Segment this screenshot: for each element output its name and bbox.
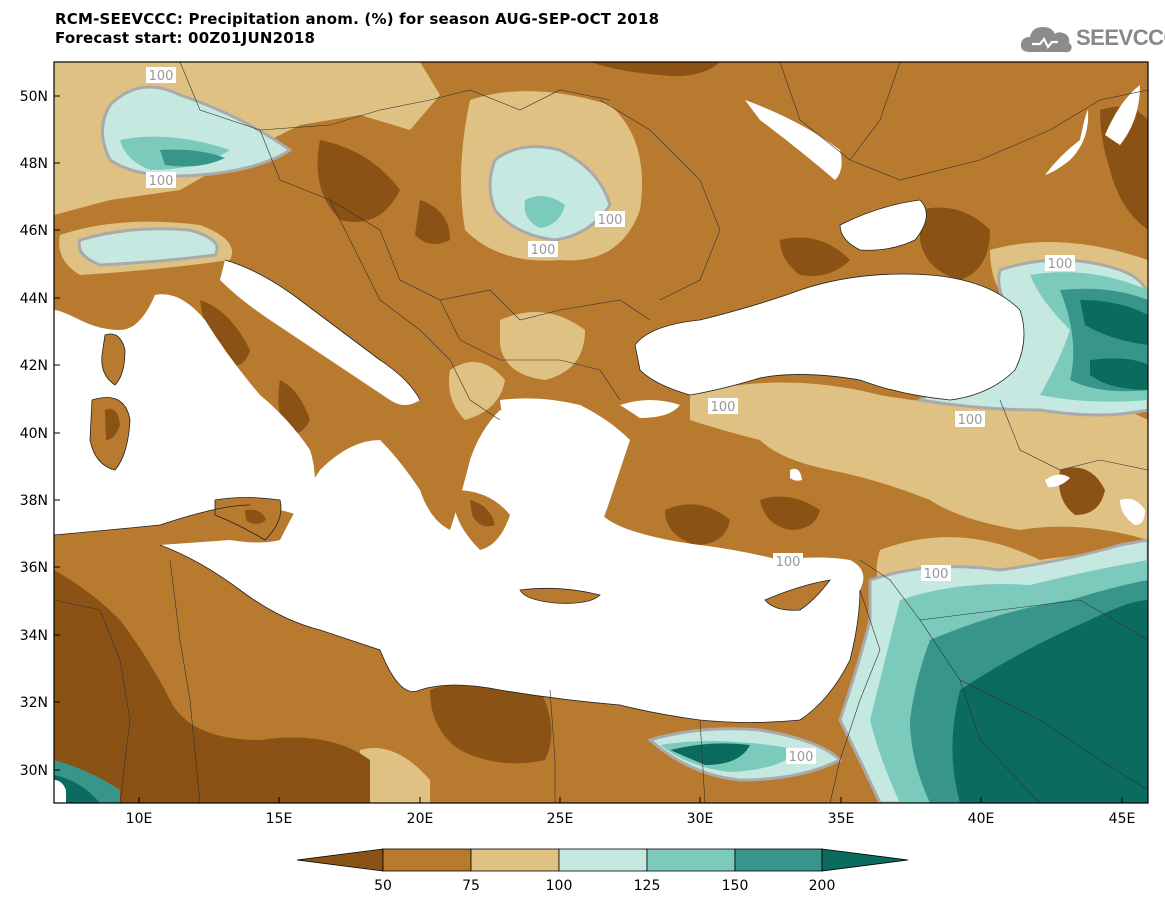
colorbar-segment-100-125 — [558, 848, 648, 872]
lake-3 — [1105, 85, 1140, 145]
logo-text: SEEVCCC — [1076, 25, 1165, 50]
colorbar-label: 50 — [374, 878, 392, 894]
lat-tick: 30N — [20, 763, 60, 779]
central-eastern-mediterranean — [160, 410, 864, 723]
lat-tick: 40N — [20, 426, 60, 442]
title-line-1: RCM-SEEVCCC: Precipitation anom. (%) for… — [55, 10, 660, 28]
lat-tick: 36N — [20, 560, 60, 576]
lon-tick: 20E — [407, 797, 434, 827]
colorbar-label: 125 — [634, 878, 661, 894]
lat-label: 30N — [20, 763, 48, 779]
contour-label: 100 — [531, 243, 556, 258]
contour-label: 100 — [789, 750, 814, 765]
lat-label: 44N — [20, 291, 48, 307]
lon-label: 30E — [687, 811, 714, 827]
lat-label: 50N — [20, 89, 48, 105]
colorbar-segment-50-75 — [382, 848, 472, 872]
map-panel: 100 100 100 100 100 100 100 100 100 100 — [54, 62, 1148, 803]
seevccc-logo: SEEVCCC — [1018, 20, 1165, 60]
lon-tick: 35E — [828, 797, 855, 827]
colorbar-segment-75-100 — [470, 848, 560, 872]
colorbar-segment-above-200 — [821, 848, 909, 872]
contour-label: 100 — [776, 555, 801, 570]
lon-tick: 45E — [1109, 797, 1136, 827]
lat-label: 42N — [20, 358, 48, 374]
lake-6 — [790, 468, 802, 481]
contour-label: 100 — [1048, 257, 1073, 272]
cloud-icon — [1020, 27, 1072, 53]
lon-label: 15E — [266, 811, 293, 827]
lat-label: 38N — [20, 493, 48, 509]
map-title: RCM-SEEVCCC: Precipitation anom. (%) for… — [55, 10, 659, 48]
colorbar-label: 150 — [722, 878, 749, 894]
lake-5 — [1045, 474, 1070, 488]
lon-label: 40E — [968, 811, 995, 827]
lat-label: 46N — [20, 223, 48, 239]
lon-label: 45E — [1109, 811, 1136, 827]
colorbar-labels: 50 75 100 125 150 200 — [374, 878, 835, 894]
lon-tick: 40E — [968, 797, 995, 827]
colorbar-segment-125-150 — [646, 848, 736, 872]
islands — [90, 334, 830, 611]
lat-tick: 42N — [20, 358, 60, 374]
country-borders — [54, 62, 1148, 803]
title-line-2: Forecast start: 00Z01JUN2018 — [55, 29, 316, 47]
lon-label: 25E — [547, 811, 574, 827]
contour-labels: 100 100 100 100 100 100 100 100 100 100 — [146, 67, 1075, 765]
lat-label: 36N — [20, 560, 48, 576]
lake-4 — [1120, 498, 1145, 525]
cyprus — [765, 580, 830, 611]
colorbar-label: 100 — [546, 878, 573, 894]
lon-tick: 15E — [266, 797, 293, 827]
colorbar-label: 200 — [809, 878, 836, 894]
lake-7 — [54, 780, 66, 803]
coastlines — [54, 199, 1025, 723]
lon-label: 20E — [407, 811, 434, 827]
lon-tick: 30E — [687, 797, 714, 827]
contour-label: 100 — [924, 567, 949, 582]
lat-tick: 32N — [20, 695, 60, 711]
lat-tick: 46N — [20, 223, 60, 239]
lat-tick: 48N — [20, 156, 60, 172]
lon-tick: 25E — [547, 797, 574, 827]
contour-label: 100 — [149, 174, 174, 189]
longitude-axis: 10E 15E 20E 25E 30E 35E 40E 45E — [126, 797, 1136, 827]
lat-label: 40N — [20, 426, 48, 442]
contour-label: 100 — [958, 413, 983, 428]
contour-label: 100 — [711, 400, 736, 415]
corsica — [101, 334, 125, 385]
lake-1 — [745, 100, 842, 180]
lat-tick: 44N — [20, 291, 60, 307]
adriatic-sea — [220, 260, 420, 405]
aegean-sea — [500, 398, 630, 555]
crete — [520, 588, 600, 604]
latitude-axis: 50N 48N 46N 44N 42N 40N 38N 36N 34N 32N … — [20, 89, 60, 779]
lat-tick: 34N — [20, 628, 60, 644]
black-sea — [635, 274, 1024, 400]
sea-of-marmara — [620, 400, 680, 418]
sea-of-azov — [840, 200, 927, 251]
lon-label: 35E — [828, 811, 855, 827]
colorbar-segment-below-50 — [296, 848, 384, 872]
lon-tick: 10E — [126, 797, 153, 827]
lake-2 — [1045, 110, 1089, 175]
contour-label: 100 — [598, 213, 623, 228]
lat-label: 34N — [20, 628, 48, 644]
lat-tick: 38N — [20, 493, 60, 509]
lon-label: 10E — [126, 811, 153, 827]
colorbar-label: 75 — [462, 878, 480, 894]
lat-label: 32N — [20, 695, 48, 711]
lat-label: 48N — [20, 156, 48, 172]
colorbar — [296, 848, 909, 872]
colorbar-segment-150-200 — [734, 848, 823, 872]
contour-label: 100 — [149, 69, 174, 84]
lat-tick: 50N — [20, 89, 60, 105]
island-dark-patches — [105, 409, 495, 527]
